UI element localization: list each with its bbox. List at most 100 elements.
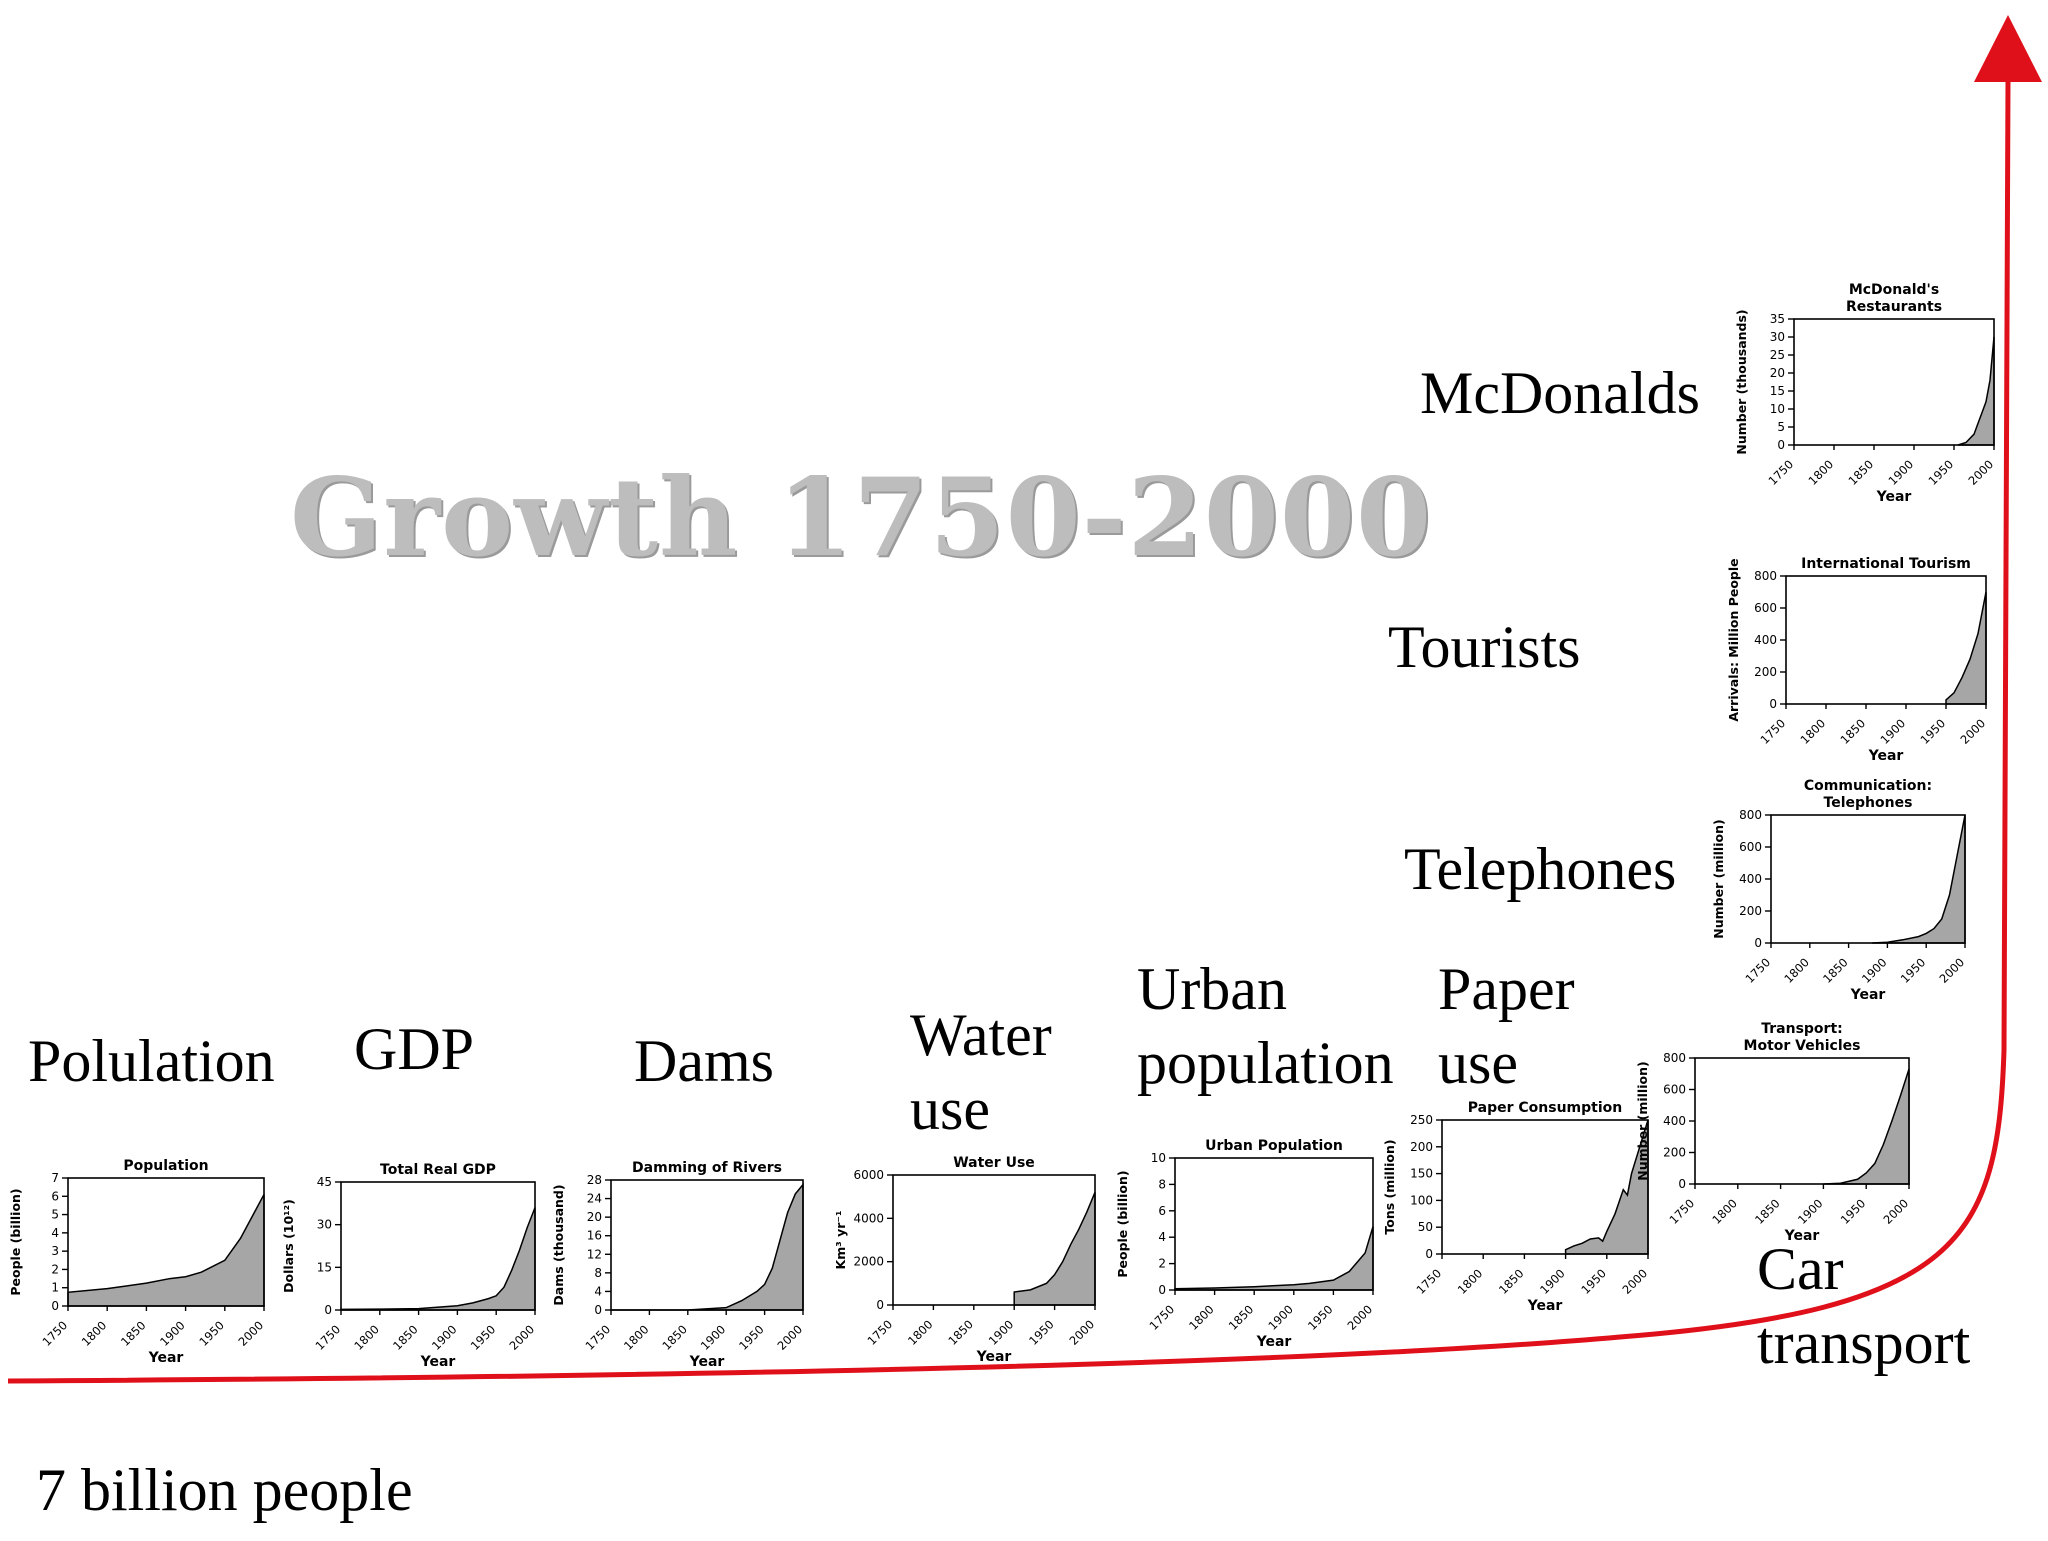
x-tick-label: 1850 [390, 1322, 421, 1353]
chart-area [1823, 1068, 1910, 1185]
x-tick-label: 1850 [1820, 955, 1851, 986]
chart-9: 0 5 10 15 20 25 30 35 1750 1800 1850 1900 1950 2000 Ye… [1734, 282, 1996, 505]
chart-area [1945, 591, 1987, 705]
y-tick-label: 0 [1769, 697, 1777, 711]
y-axis-label: Arrivals: Million People [1726, 558, 1741, 721]
label-car-transport: Car transport [1757, 1232, 1970, 1380]
x-tick-label: 1950 [1918, 716, 1949, 747]
x-tick-label: 1750 [1743, 955, 1774, 986]
y-tick-label: 6000 [853, 1168, 884, 1182]
x-tick-label: 1850 [945, 1317, 976, 1348]
chart-7: 0 200 400 600 800 1750 1800 1850 1900 1950 2000 Yea… [1711, 778, 1967, 1003]
chart-title: Paper Consumption [1468, 1100, 1622, 1116]
plot-frame [610, 1179, 804, 1311]
x-tick-label: 2000 [236, 1318, 267, 1349]
y-tick-label: 100 [1410, 1193, 1433, 1207]
x-tick-label: 1850 [118, 1318, 149, 1349]
x-tick-label: 1950 [1838, 1196, 1869, 1227]
y-tick-label: 3 [51, 1244, 59, 1258]
chart-5: 0 50 100 150 200 250 1750 1800 1850 1900 1950 2000 Y… [1382, 1100, 1650, 1314]
y-tick-label: 4000 [853, 1211, 884, 1225]
x-tick-label: 1950 [1926, 457, 1957, 488]
x-axis-label: Year [420, 1354, 456, 1370]
x-tick-label: 1750 [1667, 1196, 1698, 1227]
y-tick-label: 200 [1739, 904, 1762, 918]
y-tick-label: 24 [587, 1192, 602, 1206]
y-axis-label: Dams (thousand) [551, 1184, 566, 1305]
x-tick-label: 1750 [583, 1322, 614, 1353]
y-tick-label: 400 [1754, 633, 1777, 647]
x-tick-label: 2000 [775, 1322, 806, 1353]
label-line: McDonalds [1420, 360, 1700, 426]
x-axis-label: Year [1256, 1334, 1292, 1350]
chart-0: 0 1 2 3 4 5 6 7 1750 1800 1850 1900 1950 2000 Year Peop… [8, 1158, 266, 1366]
x-tick-label: 1950 [196, 1318, 227, 1349]
x-axis-label: Year [1527, 1298, 1563, 1314]
label-mcdonalds: McDonalds [1420, 356, 1700, 430]
chart-area [1013, 1192, 1096, 1306]
y-tick-label: 8 [1158, 1177, 1166, 1191]
y-tick-label: 45 [317, 1175, 332, 1189]
x-tick-label: 2000 [1881, 1196, 1912, 1227]
y-tick-label: 1 [51, 1281, 59, 1295]
y-tick-label: 800 [1739, 808, 1762, 822]
plot-frame [1441, 1119, 1649, 1255]
x-tick-label: 1900 [986, 1317, 1017, 1348]
x-tick-label: 1750 [1414, 1266, 1445, 1297]
x-tick-label: 1850 [1838, 716, 1869, 747]
y-tick-label: 8 [594, 1266, 602, 1280]
y-tick-label: 0 [324, 1303, 332, 1317]
x-tick-label: 1850 [1496, 1266, 1527, 1297]
x-tick-label: 1800 [1186, 1302, 1217, 1333]
y-tick-label: 15 [1770, 384, 1785, 398]
y-tick-label: 35 [1770, 312, 1785, 326]
label-line: Polulation [28, 1028, 275, 1094]
y-tick-label: 4 [594, 1284, 602, 1298]
y-tick-label: 0 [51, 1299, 59, 1313]
y-tick-label: 5 [51, 1208, 59, 1222]
label-line: GDP [354, 1016, 475, 1082]
y-tick-label: 0 [1754, 936, 1762, 950]
y-tick-label: 400 [1739, 872, 1762, 886]
label-population: Polulation [28, 1024, 275, 1098]
plot-frame [1770, 814, 1966, 944]
plot-frame [1174, 1157, 1374, 1291]
y-axis-label: Dollars (10¹²) [281, 1199, 296, 1293]
chart-1: 0 15 30 45 1750 1800 1850 1900 1950 2000 Year Dolla… [281, 1162, 537, 1370]
x-axis-label: Year [148, 1350, 184, 1366]
x-tick-label: 1800 [1806, 457, 1837, 488]
y-tick-label: 30 [1770, 330, 1785, 344]
chart-area [1564, 1119, 1649, 1255]
chart-3: 0 2000 4000 6000 1750 1800 1850 1900 1950 2000 Yea… [833, 1155, 1097, 1365]
label-tourists: Tourists [1388, 610, 1580, 684]
y-tick-label: 200 [1663, 1146, 1686, 1160]
plot-frame [340, 1181, 536, 1311]
y-tick-label: 15 [317, 1260, 332, 1274]
label-line: population [1137, 1030, 1394, 1096]
y-tick-label: 800 [1754, 569, 1777, 583]
y-axis-label: Tons (million) [1382, 1139, 1397, 1234]
x-tick-label: 1900 [1795, 1196, 1826, 1227]
y-tick-label: 25 [1770, 348, 1785, 362]
y-tick-label: 250 [1410, 1113, 1433, 1127]
label-urban-population: Urban population [1137, 952, 1394, 1100]
y-tick-label: 2000 [853, 1255, 884, 1269]
y-tick-label: 5 [1777, 420, 1785, 434]
y-tick-label: 16 [587, 1229, 602, 1243]
x-tick-label: 1750 [865, 1317, 896, 1348]
chart-title: Water Use [953, 1155, 1035, 1171]
chart-title: Communication: [1804, 778, 1932, 794]
y-tick-label: 2 [1158, 1257, 1166, 1271]
chart-title: Telephones [1824, 795, 1913, 811]
x-tick-label: 1900 [429, 1322, 460, 1353]
x-tick-label: 1850 [1752, 1196, 1783, 1227]
y-tick-label: 10 [1151, 1151, 1166, 1165]
x-tick-label: 1750 [40, 1318, 71, 1349]
x-tick-label: 2000 [1067, 1317, 1098, 1348]
y-axis-label: Number (thousands) [1734, 309, 1749, 454]
label-line: Telephones [1404, 836, 1677, 902]
chart-title: Restaurants [1846, 299, 1942, 315]
label-line: use [1438, 1030, 1518, 1096]
